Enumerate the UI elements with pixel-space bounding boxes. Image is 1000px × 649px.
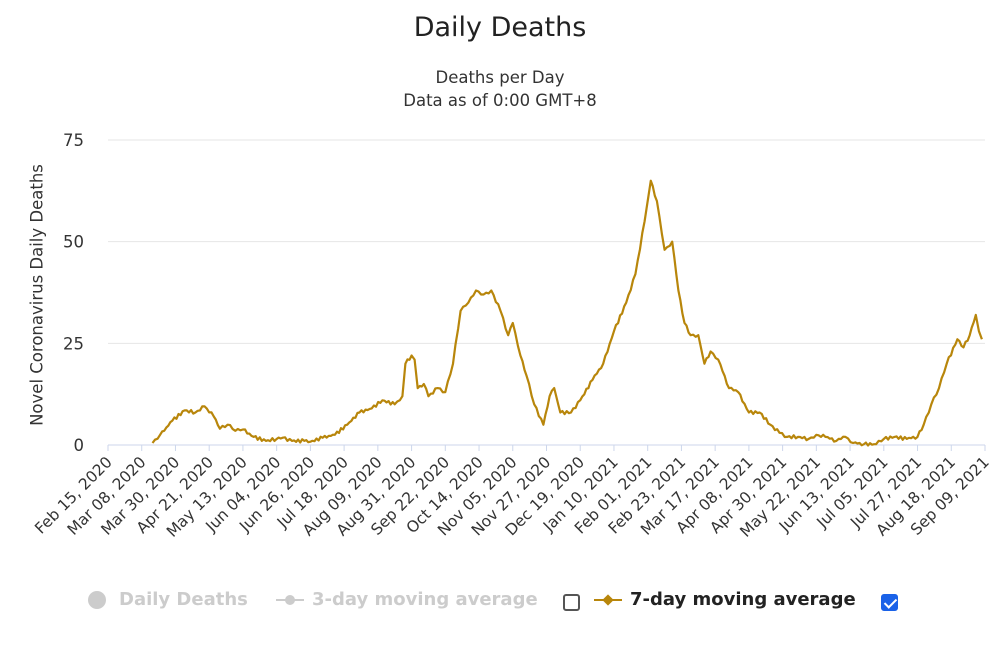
subtitle-line-2: Data as of 0:00 GMT+8 (403, 91, 597, 110)
legend-label-daily-deaths: Daily Deaths (119, 589, 248, 610)
y-tick-label: 50 (63, 233, 84, 252)
y-tick-label: 0 (74, 436, 85, 455)
legend-item-3-day-average[interactable]: 3-day moving average (276, 589, 538, 610)
y-tick-label: 75 (63, 131, 84, 150)
circle-marker-icon (88, 590, 106, 609)
checkbox-3-day-average[interactable] (563, 594, 580, 611)
chart-title: Daily Deaths (413, 12, 587, 43)
legend: Daily Deaths 3-day moving average 7-day … (0, 586, 1000, 618)
line-marker-icon (276, 591, 304, 609)
checkbox-7-day-average[interactable] (881, 594, 898, 611)
chart-subtitle: Deaths per Day Data as of 0:00 GMT+8 (0, 66, 1000, 112)
legend-label-3-day-average: 3-day moving average (312, 589, 538, 610)
legend-item-7-day-average[interactable]: 7-day moving average (594, 589, 856, 610)
line-marker-icon (594, 591, 622, 609)
series-line-7-day-average (151, 179, 983, 447)
legend-label-7-day-average: 7-day moving average (630, 589, 856, 610)
series-group (151, 179, 983, 447)
subtitle-line-1: Deaths per Day (435, 68, 565, 87)
legend-item-daily-deaths[interactable]: Daily Deaths (88, 589, 248, 610)
grid-lines (108, 139, 985, 446)
y-tick-label: 25 (63, 334, 84, 353)
y-tick-labels: 0 25 50 75 (63, 131, 84, 455)
